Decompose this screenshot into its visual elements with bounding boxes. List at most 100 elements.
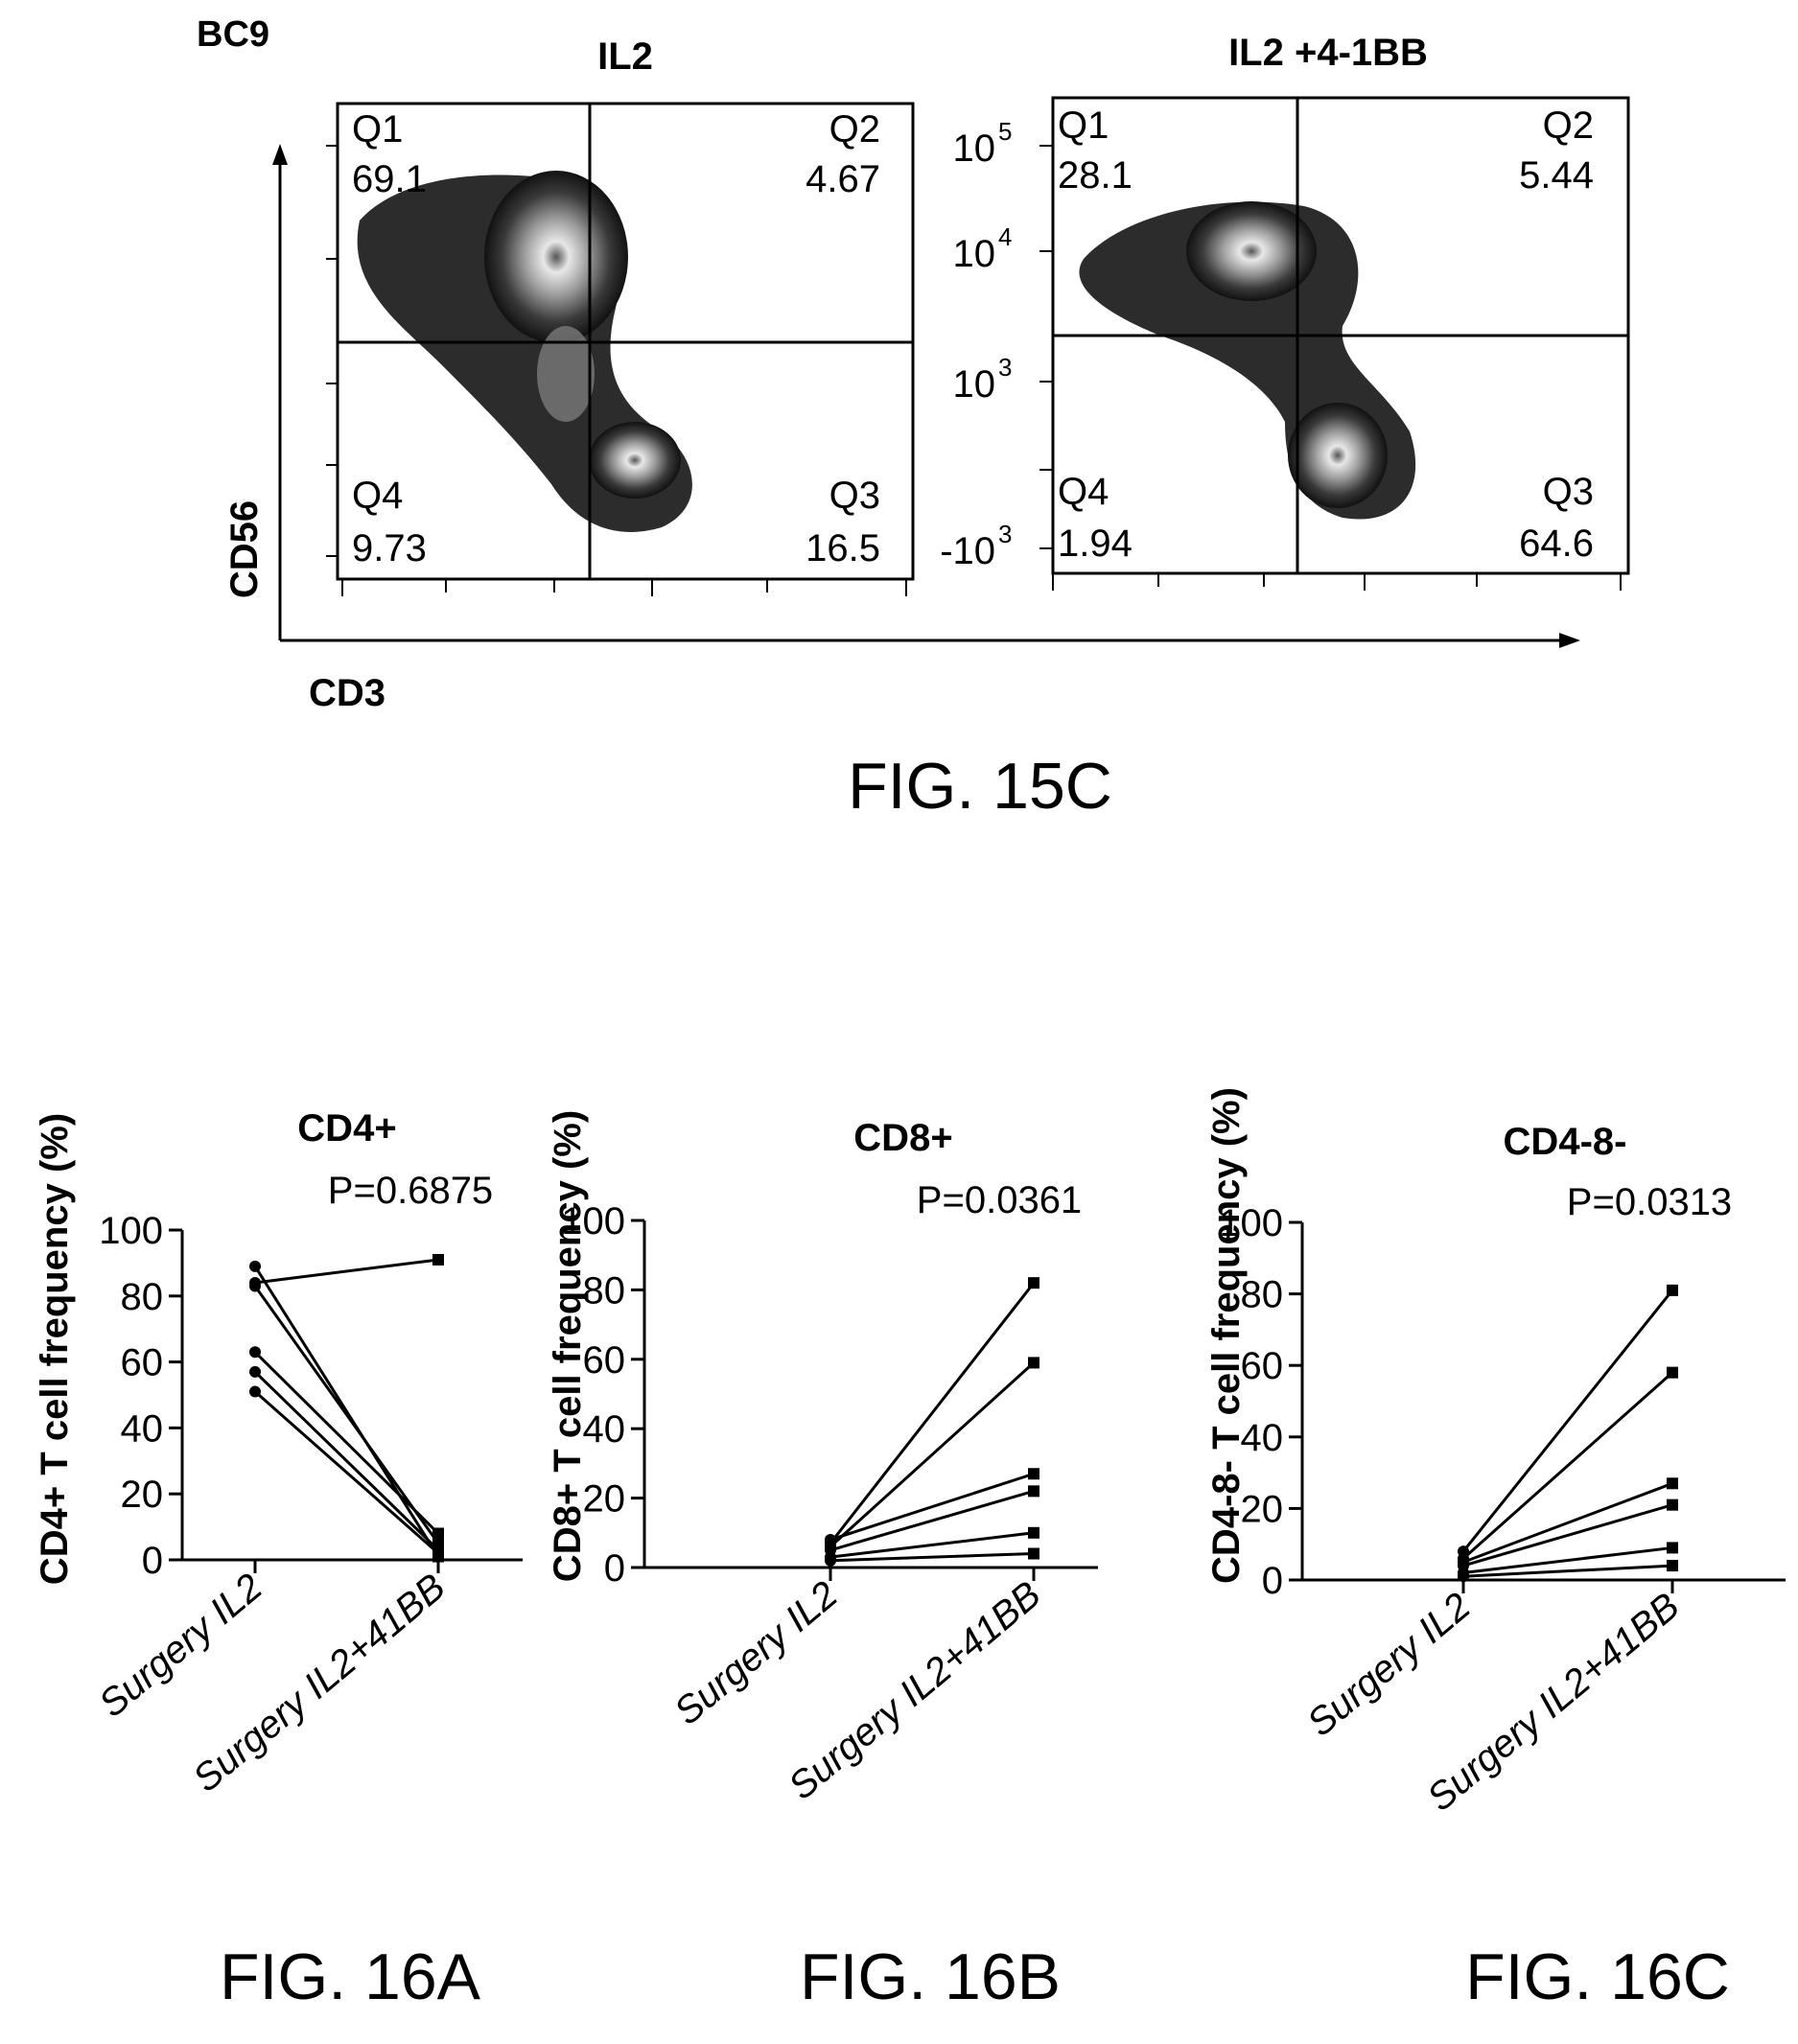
y-axis-label: CD8+ T cell frequency (%) [547, 1110, 589, 1582]
point-il2 [249, 1280, 261, 1292]
density-core-t-2 [1288, 403, 1388, 508]
y-tick-label: 20 [1241, 1488, 1284, 1530]
pair-line [829, 1282, 1036, 1545]
y-tick-label: 100 [561, 1200, 625, 1243]
y-axis-label: CD4-8- T cell frequency (%) [1205, 1087, 1248, 1584]
q1-value-p2: 28.1 [1058, 154, 1133, 197]
flow-panel-2-title: IL2 +4-1BB [1228, 32, 1428, 74]
q3-value-p1: 16.5 [806, 527, 880, 569]
pair-line [829, 1552, 1035, 1563]
y-tick-label: 60 [121, 1342, 164, 1384]
point-il2-41bb [432, 1253, 444, 1266]
q4-value-p1: 9.73 [352, 527, 427, 569]
y-tick-label: 40 [1241, 1417, 1284, 1459]
p-value-annotation: P=0.0313 [1567, 1181, 1732, 1223]
chart-title: CD4-8- [1504, 1121, 1627, 1163]
pair-line [1462, 1545, 1673, 1575]
density-core-nk-2 [1186, 201, 1317, 301]
y-tick-label: 40 [583, 1408, 626, 1451]
cd3-arrow-head [1559, 633, 1580, 648]
point-il2-41bb [432, 1527, 444, 1540]
point-il2-41bb [1028, 1526, 1039, 1539]
flow-panel-1-xticks [341, 579, 907, 596]
q1-name-p1: Q1 [352, 108, 403, 151]
q3-name-p2: Q3 [1543, 471, 1594, 513]
point-il2 [249, 1260, 261, 1272]
y-tick-label: 100 [99, 1210, 163, 1252]
pair-line [1462, 1564, 1673, 1578]
point-il2 [825, 1534, 836, 1546]
q2-value-p1: 4.67 [806, 158, 880, 200]
pair-line [1462, 1371, 1673, 1560]
density-bridge [537, 326, 595, 422]
y-tick-label: 20 [121, 1474, 164, 1516]
y-tick-label: 40 [121, 1407, 164, 1450]
point-il2-41bb [1667, 1498, 1678, 1511]
flow-panel-1-density [357, 171, 692, 532]
flow-panel-1: Q1 69.1 Q2 4.67 Q4 9.73 Q3 16.5 [326, 102, 915, 596]
cd3-axis-label: CD3 [309, 672, 385, 714]
point-il2 [825, 1554, 836, 1567]
x-category-label: Surgery IL2 [1299, 1585, 1479, 1745]
flow-panel-1-title: IL2 [597, 35, 653, 78]
q2-name-p1: Q2 [829, 108, 880, 151]
pair-line [253, 1351, 440, 1535]
y-tick-label: 20 [583, 1478, 626, 1521]
figure-caption: FIG. 16A [220, 1940, 481, 2013]
q4-name-p2: Q4 [1058, 471, 1109, 513]
point-il2-41bb [1667, 1560, 1678, 1572]
fig15c-caption: FIG. 15C [848, 750, 1112, 823]
ytick-1e3: 10 [953, 363, 996, 406]
y-tick-label: 80 [583, 1269, 626, 1312]
point-il2-41bb [1667, 1284, 1678, 1296]
flow-panel-2: 10 5 10 4 10 3 -10 3 Q1 28.1 Q2 5.44 Q4 … [940, 96, 1630, 591]
y-tick-label: 0 [604, 1547, 625, 1590]
pair-line [829, 1472, 1035, 1542]
point-il2-41bb [1667, 1542, 1678, 1554]
y-axis-label: CD4+ T cell frequency (%) [34, 1113, 76, 1585]
q3-name-p1: Q3 [829, 475, 880, 517]
flow-panel-2-xticks [1052, 573, 1622, 591]
flow-panel-1-yticks [326, 145, 338, 557]
cd56-axis-label: CD56 [223, 500, 266, 598]
pair-line [254, 1258, 439, 1285]
chart-title: CD8+ [853, 1117, 952, 1159]
p-value-annotation: P=0.0361 [917, 1179, 1082, 1221]
point-il2-41bb [432, 1547, 444, 1560]
q2-value-p2: 5.44 [1519, 154, 1594, 197]
fig15c: BC9 IL2 IL2 +4-1BB CD56 CD3 [197, 14, 1630, 823]
point-il2-41bb [1028, 1485, 1039, 1498]
point-il2 [249, 1385, 261, 1398]
pair-line [1461, 1289, 1674, 1553]
point-il2-41bb [1667, 1477, 1678, 1490]
x-category-label: Surgery IL2 [666, 1573, 846, 1733]
point-il2-41bb [1028, 1547, 1039, 1560]
q3-value-p2: 64.6 [1519, 523, 1594, 565]
chart-title: CD4+ [297, 1107, 396, 1150]
cd56-arrow-head [272, 144, 288, 165]
q4-value-p2: 1.94 [1058, 523, 1133, 565]
density-core-nk [484, 171, 628, 343]
y-tick-label: 100 [1219, 1202, 1283, 1244]
flow-panel-2-density [1079, 201, 1416, 520]
pair-line [829, 1531, 1035, 1559]
point-il2 [1458, 1570, 1469, 1583]
density-core-t [589, 422, 681, 499]
pair-line [253, 1370, 440, 1551]
point-il2-41bb [1028, 1468, 1039, 1480]
pair-line [829, 1489, 1035, 1552]
y-tick-label: 0 [142, 1540, 163, 1582]
ytick-1e4-exp: 4 [998, 222, 1012, 251]
ytick-1e5: 10 [953, 128, 996, 170]
point-il2-41bb [1667, 1366, 1678, 1379]
point-il2-41bb [1028, 1277, 1039, 1289]
y-tick-label: 0 [1262, 1560, 1283, 1602]
pair-line [254, 1390, 439, 1555]
flow-panel-2-yticks [1039, 145, 1053, 549]
ytick-1e3-exp: 3 [998, 353, 1012, 382]
